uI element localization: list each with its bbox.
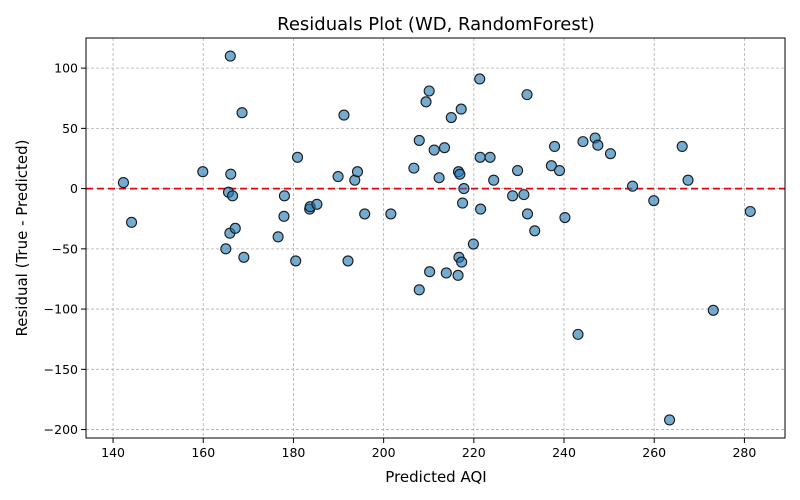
data-point xyxy=(577,136,589,148)
data-point xyxy=(125,216,138,228)
data-point xyxy=(545,160,557,172)
data-point xyxy=(475,203,487,215)
data-point xyxy=(278,210,290,222)
axis-ticks: 140 160 180 200 220 240 260 280 −200 −150 −100 −50 0… xyxy=(44,61,757,460)
data-point xyxy=(474,73,486,85)
data-point xyxy=(220,243,232,255)
data-point xyxy=(224,50,236,62)
data-point xyxy=(592,139,604,151)
data-point xyxy=(627,180,639,192)
data-point xyxy=(278,190,290,202)
data-point xyxy=(428,144,440,156)
y-tick-label: −200 xyxy=(44,422,78,437)
x-tick-label: 220 xyxy=(462,445,486,460)
x-tick-label: 260 xyxy=(642,445,666,460)
x-tick-label: 240 xyxy=(552,445,576,460)
data-point xyxy=(454,168,466,180)
data-point xyxy=(413,284,425,296)
data-point xyxy=(549,140,561,152)
y-tick-label: −50 xyxy=(52,241,78,256)
chart-title: Residuals Plot (WD, RandomForest) xyxy=(277,14,595,35)
data-point xyxy=(332,171,344,183)
data-point xyxy=(311,198,323,210)
data-point xyxy=(291,151,304,163)
data-point xyxy=(676,140,688,152)
y-tick-label: 0 xyxy=(70,181,78,196)
data-point xyxy=(484,151,496,163)
data-point xyxy=(423,85,435,97)
data-point xyxy=(572,328,584,340)
data-point xyxy=(413,134,425,146)
y-tick-label: −150 xyxy=(44,362,78,377)
data-point xyxy=(521,208,534,220)
data-point xyxy=(385,208,397,220)
data-point xyxy=(229,222,241,234)
x-tick-label: 160 xyxy=(191,445,215,460)
data-point xyxy=(507,190,519,202)
data-point xyxy=(529,225,541,237)
data-point xyxy=(553,164,566,177)
data-point xyxy=(117,177,129,189)
y-tick-label: −100 xyxy=(44,302,78,317)
x-tick-label: 180 xyxy=(282,445,306,460)
data-point xyxy=(420,96,432,108)
plot-frame xyxy=(85,37,786,439)
x-tick-label: 140 xyxy=(101,445,125,460)
data-point xyxy=(225,168,237,180)
data-point xyxy=(351,166,364,178)
y-tick-label: 100 xyxy=(54,61,78,76)
data-point xyxy=(488,174,500,186)
data-point xyxy=(438,142,451,154)
data-point xyxy=(604,148,617,160)
data-point xyxy=(236,107,248,119)
data-point xyxy=(512,164,524,177)
data-point xyxy=(518,189,530,201)
data-point xyxy=(452,269,464,281)
data-point xyxy=(290,255,302,267)
data-point xyxy=(227,190,239,202)
data-point xyxy=(664,414,676,426)
data-point xyxy=(467,238,479,250)
data-point xyxy=(272,231,284,243)
data-point xyxy=(707,304,719,316)
data-point xyxy=(440,267,452,279)
y-axis-label: Residual (True - Predicted) xyxy=(13,139,31,336)
y-tick-label: 50 xyxy=(62,121,78,136)
data-point xyxy=(521,89,533,101)
x-tick-label: 280 xyxy=(732,445,756,460)
data-point xyxy=(457,197,469,209)
data-point xyxy=(559,211,571,224)
x-tick-label: 200 xyxy=(372,445,396,460)
data-point xyxy=(455,103,467,115)
data-point xyxy=(359,208,371,220)
data-point xyxy=(445,111,457,124)
data-point xyxy=(433,172,445,184)
data-point xyxy=(338,109,350,121)
grid xyxy=(86,38,785,438)
data-point xyxy=(682,174,694,186)
data-point xyxy=(458,183,470,195)
data-point xyxy=(342,255,354,267)
data-point xyxy=(238,251,250,263)
x-axis-label: Predicted AQI xyxy=(385,468,486,486)
data-point xyxy=(744,205,756,218)
data-point xyxy=(648,195,660,207)
data-point xyxy=(474,151,486,163)
data-point xyxy=(456,256,468,268)
data-point xyxy=(197,166,209,178)
data-point xyxy=(424,266,436,278)
data-point xyxy=(408,162,420,174)
data-points xyxy=(117,50,756,426)
